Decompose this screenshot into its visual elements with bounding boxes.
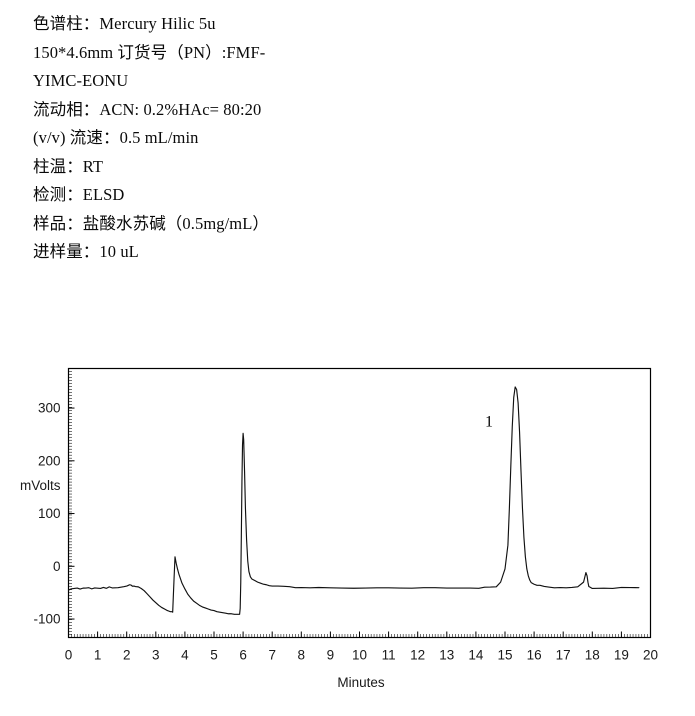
method-line: 150*4.6mm 订货号（PN）:FMF- <box>33 42 266 62</box>
x-tick-label: 14 <box>468 648 484 663</box>
y-axis-ticks <box>68 368 75 638</box>
x-tick-label: 2 <box>123 648 131 663</box>
x-axis-ticks <box>68 631 651 638</box>
x-tick-label: 8 <box>298 648 306 663</box>
x-axis-tick-labels: 0 1 2 3 4 5 6 7 8 9 10 11 12 13 14 15 16 17 18 19 20 <box>65 648 658 663</box>
plot-frame <box>67 367 652 639</box>
x-tick-label: 7 <box>268 648 276 663</box>
method-line: 进样量：10 uL <box>33 242 139 261</box>
x-tick-label: 20 <box>643 648 658 663</box>
x-tick-label: 1 <box>94 648 102 663</box>
y-tick-label: 0 <box>53 559 61 574</box>
method-line: 检测：ELSD <box>33 185 125 204</box>
x-tick-label: 3 <box>152 648 160 663</box>
peak-number-label: 1 <box>485 414 493 431</box>
x-axis-title: Minutes <box>337 675 385 690</box>
x-tick-label: 17 <box>556 648 571 663</box>
chromatogram-trace <box>67 386 640 615</box>
y-axis-tick-labels: -100 0 100 200 300 <box>33 401 60 627</box>
y-tick-label: 100 <box>38 506 61 521</box>
x-tick-label: 0 <box>65 648 73 663</box>
x-tick-label: 4 <box>181 648 189 663</box>
y-axis-title: mVolts <box>20 478 61 493</box>
x-tick-label: 18 <box>585 648 600 663</box>
method-line: YIMC-EONU <box>33 71 129 90</box>
x-tick-label: 10 <box>352 648 367 663</box>
method-line: (v/v) 流速：0.5 mL/min <box>33 128 199 147</box>
method-description-block: 色谱柱：Mercury Hilic 5u 150*4.6mm 订货号（PN）:F… <box>33 10 453 267</box>
method-line: 样品：盐酸水苏碱（0.5mg/mL） <box>33 213 270 233</box>
x-tick-label: 6 <box>239 648 247 663</box>
y-tick-label: 200 <box>38 453 61 468</box>
x-tick-label: 11 <box>382 648 396 663</box>
x-tick-label: 5 <box>210 648 218 663</box>
method-line: 流动相：ACN: 0.2%HAc= 80:20 <box>33 99 262 119</box>
x-tick-label: 9 <box>327 648 335 663</box>
method-line: 柱温：RT <box>33 156 104 176</box>
x-tick-label: 13 <box>439 648 454 663</box>
x-tick-label: 15 <box>497 648 512 663</box>
y-tick-label: -100 <box>33 612 60 627</box>
y-tick-label: 300 <box>38 401 61 416</box>
peak-annotations: 1 <box>485 414 493 431</box>
x-tick-label: 16 <box>527 648 542 663</box>
method-line: 色谱柱：Mercury Hilic 5u <box>33 14 216 33</box>
x-tick-label: 12 <box>410 648 425 663</box>
x-tick-label: 19 <box>614 648 629 663</box>
